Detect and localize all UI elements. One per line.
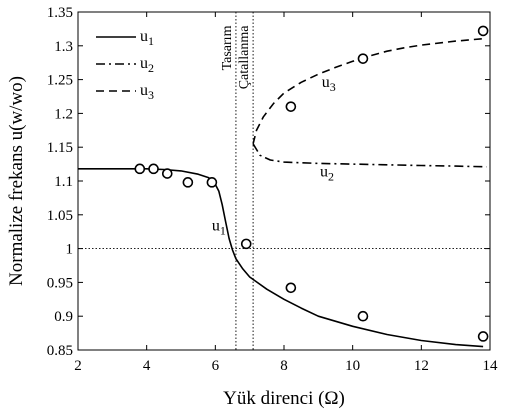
y-tick-label: 1.1 xyxy=(54,174,73,190)
x-tick-label: 2 xyxy=(74,358,82,374)
data-marker xyxy=(477,25,489,37)
y-tick-label: 1.05 xyxy=(47,208,73,224)
series-lines xyxy=(78,37,487,348)
data-marker xyxy=(148,163,159,175)
y-tick-label: 1.15 xyxy=(47,140,73,156)
legend-label: u2 xyxy=(140,55,154,75)
data-marker xyxy=(357,53,369,64)
x-tick-label: 8 xyxy=(280,358,288,374)
x-tick-label: 14 xyxy=(483,358,499,374)
reference-lines xyxy=(78,12,490,350)
y-tick-label: 1.25 xyxy=(47,73,73,89)
annotation-label: Tasarım xyxy=(220,25,235,70)
y-tick-label: 1 xyxy=(66,242,74,258)
markers xyxy=(134,25,489,342)
axes: 2 4 6 8 10 12 14 0.85 0.9 0.95 1 1.05 1.1 1.15 1.2 1.25… xyxy=(47,5,498,374)
legend-label: u3 xyxy=(140,82,154,102)
y-tick-label: 1.3 xyxy=(54,39,73,55)
data-marker xyxy=(357,310,369,322)
curve-label: u2 xyxy=(320,163,334,183)
series-u3 xyxy=(252,37,487,144)
series-u1 xyxy=(78,168,484,348)
annotation-label: Çatallanma xyxy=(237,25,252,90)
annotations: Tasarım Çatallanma u1 u2 u3 xyxy=(212,25,336,238)
x-axis-label: Yük direnci (Ω) xyxy=(223,388,345,409)
y-tick-label: 0.95 xyxy=(47,275,73,291)
x-tick-label: 12 xyxy=(414,358,429,374)
data-marker xyxy=(161,168,173,179)
data-marker xyxy=(285,282,297,294)
curve-label: u1 xyxy=(212,217,226,237)
data-marker xyxy=(240,238,252,250)
data-marker xyxy=(182,177,194,188)
data-marker xyxy=(285,101,297,112)
x-tick-label: 4 xyxy=(143,358,151,374)
y-tick-label: 1.35 xyxy=(47,5,73,21)
data-marker xyxy=(134,163,146,175)
y-tick-label: 1.2 xyxy=(54,106,73,122)
legend: u1 u2 u3 xyxy=(96,28,154,102)
series-u2 xyxy=(252,143,487,168)
data-marker xyxy=(477,331,489,342)
y-tick-label: 0.85 xyxy=(47,343,73,359)
y-tick-label: 0.9 xyxy=(54,309,73,325)
x-tick-label: 10 xyxy=(345,358,360,374)
x-tick-label: 6 xyxy=(212,358,220,374)
data-marker xyxy=(206,177,218,188)
y-axis-label: Normalize frekans u(w/wo) xyxy=(6,76,27,286)
curve-label: u3 xyxy=(322,74,336,94)
legend-label: u1 xyxy=(140,28,154,48)
